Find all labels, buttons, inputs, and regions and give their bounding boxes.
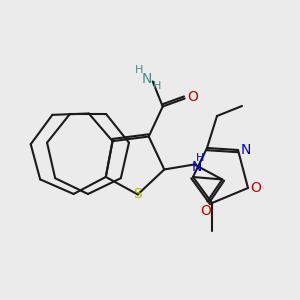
Text: O: O [250,181,261,195]
Text: N: N [142,71,152,85]
Text: N: N [192,160,202,175]
Text: O: O [200,205,211,218]
Text: S: S [134,188,142,202]
Text: N: N [241,143,251,157]
Text: H: H [152,80,161,91]
Text: H: H [196,154,205,164]
Text: O: O [187,89,198,103]
Text: H: H [134,64,143,74]
